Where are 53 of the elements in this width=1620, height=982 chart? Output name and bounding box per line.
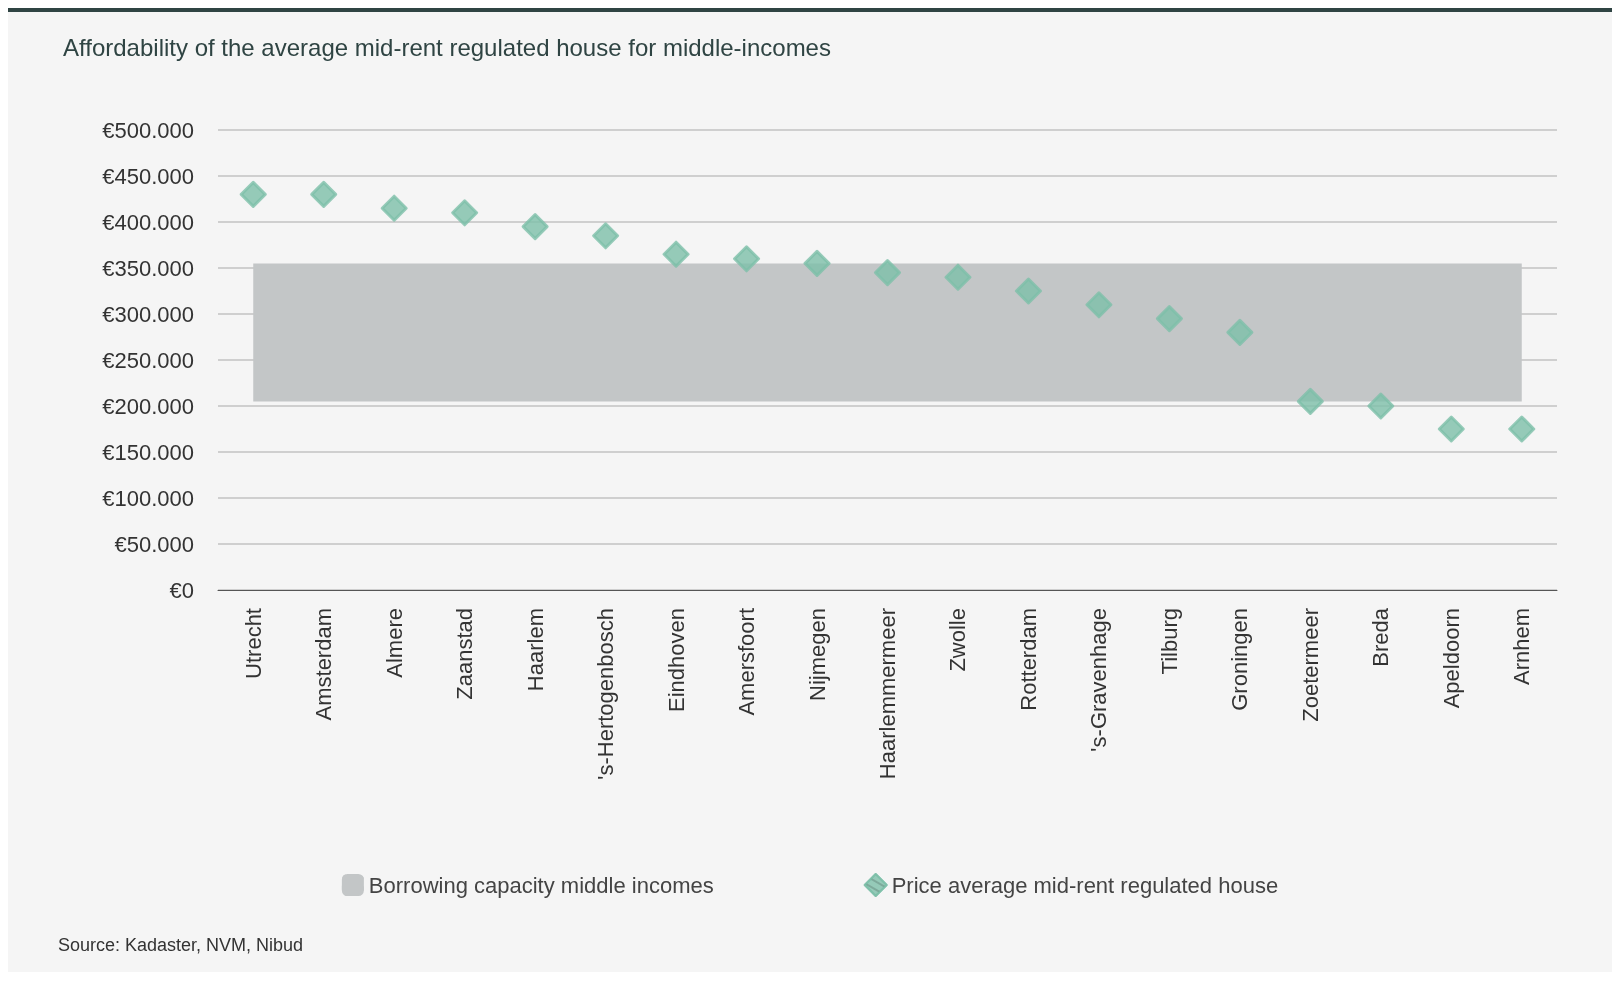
y-tick-label: €500.000 [102, 117, 194, 143]
point [1508, 415, 1536, 443]
chart-title: Affordability of the average mid-rent regulated house for middle-incomes [63, 33, 831, 61]
y-tick-label: €50.000 [114, 531, 194, 557]
point [380, 194, 408, 222]
point [451, 199, 479, 227]
point [733, 245, 761, 273]
point [239, 180, 267, 208]
source-note: Source: Kadaster, NVM, Nibud [58, 935, 304, 955]
x-tick-label: Haarlemmermeer [875, 608, 900, 780]
y-tick-label: €100.000 [102, 485, 194, 511]
x-tick-label: Rotterdam [1015, 608, 1041, 711]
point [1226, 318, 1254, 346]
x-tick-label: Almere [381, 608, 407, 678]
x-tick-label: Groningen [1227, 608, 1253, 711]
x-tick-label: Zwolle [945, 608, 971, 672]
y-tick-label: €250.000 [102, 347, 194, 373]
x-tick-label: 's-Hertogenbosch [593, 608, 619, 780]
y-tick-label: €200.000 [102, 393, 194, 419]
point [803, 249, 831, 277]
point [592, 222, 620, 250]
legend-label: Borrowing capacity middle incomes [368, 872, 714, 898]
point [1367, 392, 1395, 420]
point [662, 240, 690, 268]
y-tick-label: €0 [169, 577, 194, 603]
point [944, 263, 972, 291]
x-tick-label: Tilburg [1156, 608, 1182, 675]
legend-label: Price average mid-rent regulated house [891, 872, 1279, 898]
y-tick-label: €450.000 [102, 163, 194, 189]
y-tick-label: €400.000 [102, 209, 194, 235]
point [1085, 291, 1113, 319]
x-tick-label: Zoetermeer [1297, 608, 1323, 722]
x-tick-label: Apeldoorn [1438, 608, 1464, 709]
x-tick-label: Haarlem [522, 608, 548, 692]
y-tick-label: €300.000 [102, 301, 194, 327]
x-tick-label: Amsterdam [311, 608, 337, 721]
point [874, 259, 901, 287]
point [1155, 305, 1183, 333]
x-tick-label: 's-Gravenhage [1086, 608, 1112, 752]
point [521, 213, 549, 241]
x-tick-label: Breda [1368, 607, 1394, 667]
point [1296, 387, 1324, 415]
point [310, 180, 338, 208]
x-tick-label: Amersfoort [734, 608, 760, 716]
point [1437, 415, 1465, 443]
x-tick-label: Zaanstad [452, 608, 478, 700]
x-tick-label: Nijmegen [804, 608, 830, 701]
x-tick-label: Eindhoven [663, 608, 689, 712]
y-tick-label: €150.000 [102, 439, 194, 465]
y-tick-label: €350.000 [102, 255, 194, 281]
x-tick-label: Arnhem [1509, 608, 1535, 686]
point [1014, 277, 1042, 305]
x-tick-label: Utrecht [240, 608, 266, 679]
